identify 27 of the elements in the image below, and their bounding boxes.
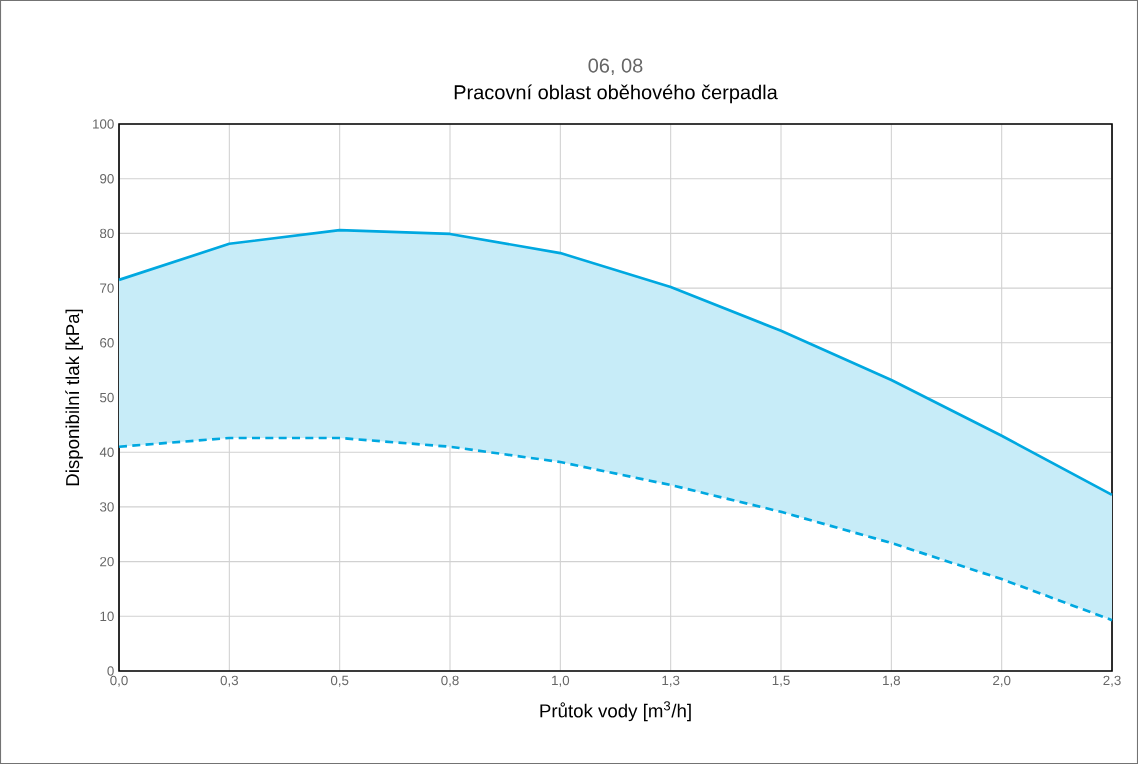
line-series (117, 436, 1114, 622)
y-tick-label: 30 (99, 502, 114, 512)
y-tick-label: 40 (99, 447, 114, 457)
y-tick-label: 50 (100, 392, 114, 403)
y-tick-label: 60 (100, 338, 114, 348)
y-axis-title: Disponibilní tlak [kPa] (65, 309, 83, 486)
y-tick-label: 70 (100, 283, 114, 293)
chart-title: 06, 08 (588, 58, 643, 76)
y-tick-label: 80 (100, 228, 114, 239)
y-tick-label: 100 (93, 119, 114, 129)
x-tick-label: 1,0 (552, 675, 570, 687)
y-tick-label: 20 (100, 556, 114, 567)
x-tick-label: 1,8 (883, 675, 901, 687)
x-axis-title: Průtok vody [m$^{3}$/h] (540, 701, 691, 722)
chart-subtitle: Pracovní oblast oběhového čerpadla (454, 84, 778, 104)
x-tick-label: 0,0 (110, 675, 128, 687)
x-tick-label: 0,5 (330, 675, 349, 687)
line-series (117, 228, 1114, 497)
y-tick-label: 0 (107, 666, 114, 676)
x-tick-label: 0,8 (441, 675, 459, 687)
x-tick-label: 2,3 (1103, 675, 1121, 687)
x-tick-label: 2,0 (993, 675, 1011, 687)
y-tick-label: 10 (100, 611, 114, 622)
x-tick-label: 0,3 (220, 675, 239, 687)
y-tick-label: 90 (100, 173, 114, 184)
x-tick-label: 1,3 (662, 675, 680, 687)
x-tick-label: 1,5 (772, 675, 790, 687)
